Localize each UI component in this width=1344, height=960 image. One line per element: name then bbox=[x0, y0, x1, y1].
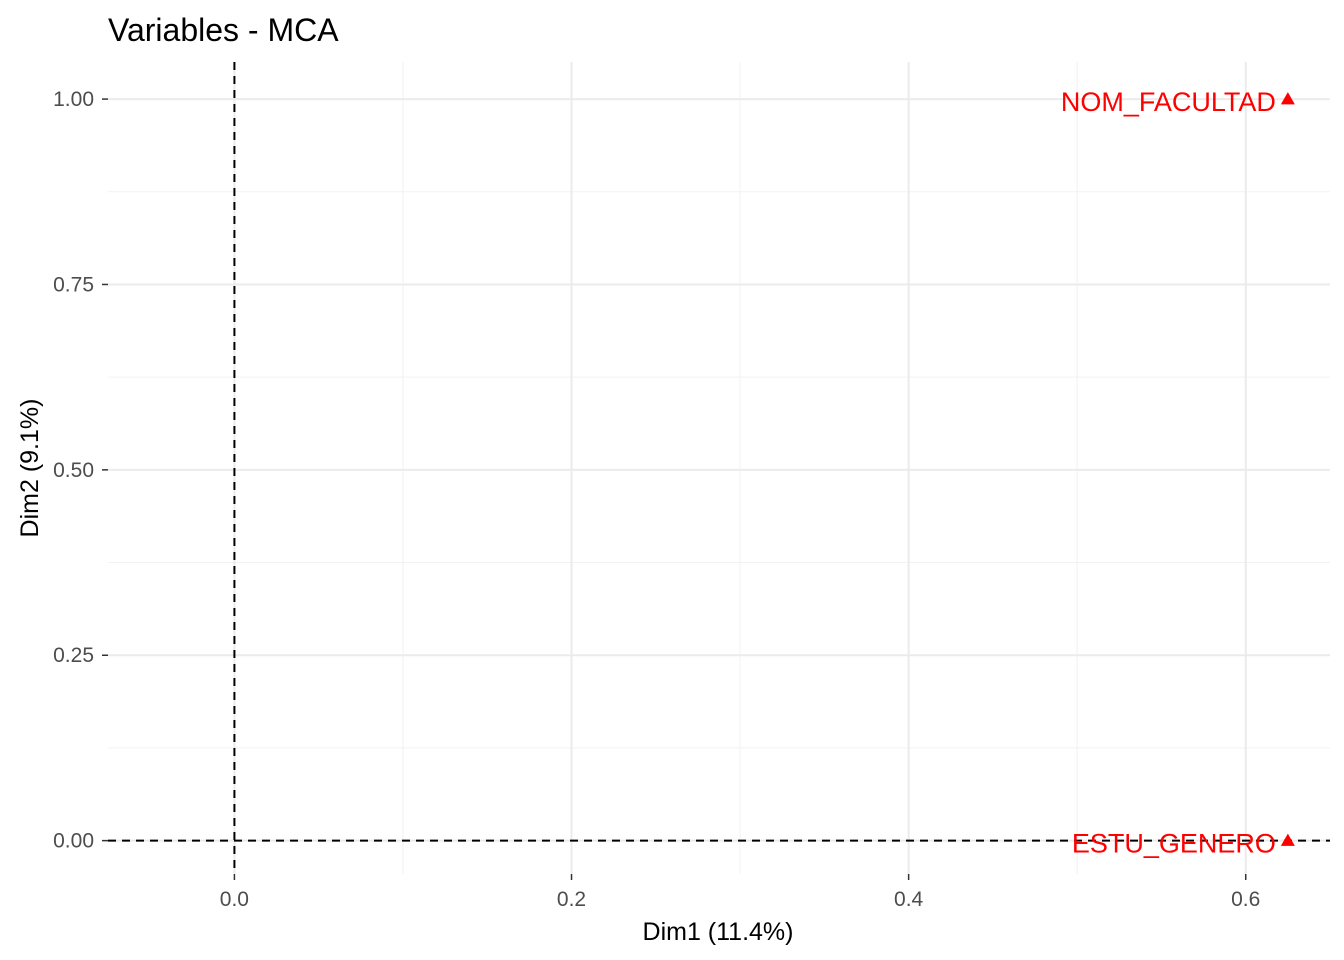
data-points: NOM_FACULTAD ESTU_GENERO bbox=[1061, 87, 1295, 859]
x-tick-label: 0.4 bbox=[894, 888, 924, 911]
point-label: ESTU_GENERO bbox=[1072, 829, 1276, 859]
y-tick-label: 0.25 bbox=[53, 644, 94, 667]
grid-minor bbox=[108, 62, 1330, 874]
x-axis-ticks: 0.0 0.2 0.4 0.6 bbox=[220, 874, 1260, 911]
y-axis-ticks: 0.00 0.25 0.50 0.75 1.00 bbox=[53, 88, 108, 853]
x-tick-label: 0.2 bbox=[557, 888, 586, 911]
x-axis-title: Dim1 (11.4%) bbox=[643, 918, 794, 946]
y-tick-label: 0.00 bbox=[53, 830, 94, 853]
chart-title: Variables - MCA bbox=[108, 12, 339, 48]
point-label: NOM_FACULTAD bbox=[1061, 87, 1276, 117]
grid-major bbox=[108, 62, 1330, 874]
y-tick-label: 0.75 bbox=[53, 273, 94, 296]
y-tick-label: 1.00 bbox=[53, 88, 94, 111]
x-tick-label: 0.6 bbox=[1231, 888, 1260, 911]
point-marker bbox=[1280, 833, 1295, 846]
reference-lines bbox=[108, 62, 1330, 874]
y-tick-label: 0.50 bbox=[53, 459, 94, 482]
x-tick-label: 0.0 bbox=[220, 888, 249, 911]
point-marker bbox=[1280, 92, 1295, 105]
y-axis-title: Dim2 (9.1%) bbox=[16, 399, 44, 538]
